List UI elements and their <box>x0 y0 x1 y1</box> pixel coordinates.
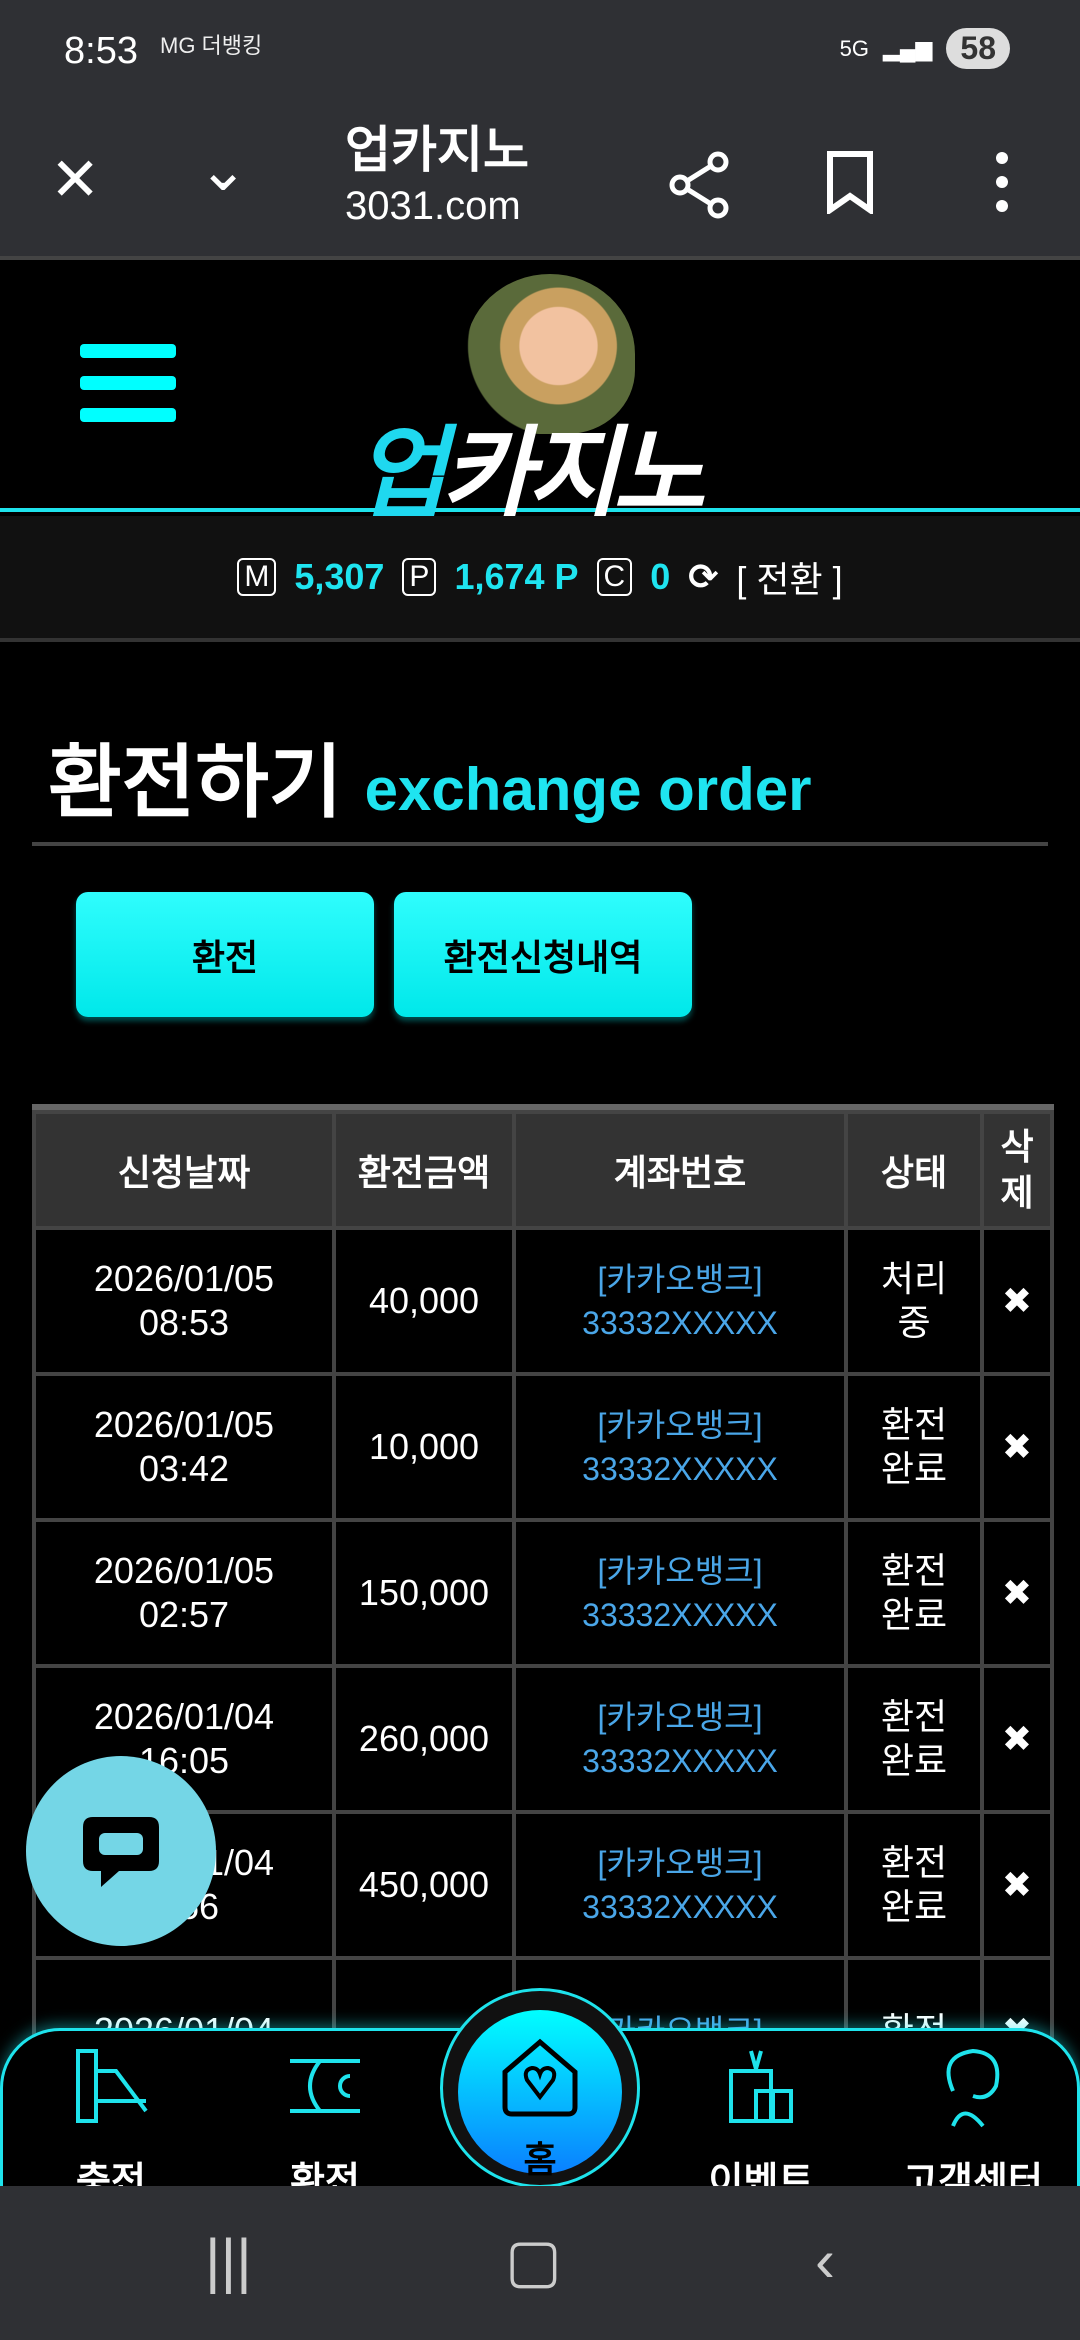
col-amount: 환전금액 <box>336 1114 512 1226</box>
nav-event[interactable]: 이벤트 <box>681 2041 841 2205</box>
chat-icon <box>83 1817 159 1887</box>
chevron-down-icon[interactable]: ⌄ <box>198 136 249 203</box>
page-title-tab: 업카지노 <box>345 122 529 178</box>
home-heart-icon <box>502 2038 578 2117</box>
col-status: 상태 <box>848 1114 980 1226</box>
site-logo[interactable]: 업카지노 <box>355 274 735 530</box>
cell-date: 2026/01/05 02:57 <box>36 1522 332 1664</box>
gift-icon <box>729 2050 793 2123</box>
deposit-icon <box>76 2049 148 2123</box>
casino-balance: 0 <box>650 556 671 597</box>
cell-amount: 450,000 <box>336 1814 512 1956</box>
cell-amount: 260,000 <box>336 1668 512 1810</box>
balance-bar: M 5,307 P 1,674 P C 0 ⟳ [ 전환 ] <box>0 516 1080 642</box>
network-indicator: 5G <box>839 35 869 61</box>
refresh-icon[interactable]: ⟳ <box>688 556 719 597</box>
exchange-table: 신청날짜 환전금액 계좌번호 상태 삭제 2026/01/05 08:53 40,… <box>32 1104 1054 2106</box>
home-system-icon[interactable]: ▢ <box>505 2227 562 2294</box>
nav-deposit[interactable]: 충전 <box>31 2041 191 2205</box>
url-text[interactable]: 3031.com <box>345 184 521 228</box>
delete-icon[interactable]: ✖ <box>984 1522 1050 1664</box>
col-account: 계좌번호 <box>516 1114 844 1226</box>
cell-status: 처리중 <box>848 1230 980 1372</box>
convert-link[interactable]: [ 전환 ] <box>736 559 843 600</box>
mascot-image <box>465 274 635 434</box>
recent-apps-icon[interactable]: ||| <box>205 2227 252 2294</box>
clock: 8:53 <box>64 30 138 72</box>
col-delete: 삭제 <box>984 1114 1050 1226</box>
exchange-button[interactable]: 환전 <box>76 892 374 1017</box>
bookmark-icon[interactable] <box>826 150 874 224</box>
page-heading: 환전하기 exchange order <box>48 738 812 827</box>
notification-apps: MG 더뱅킹 <box>160 33 263 58</box>
money-balance: 5,307 <box>294 556 385 597</box>
point-balance: 1,674 P <box>454 556 579 597</box>
table-row: 2026/01/05 03:42 10,000 [카카오뱅크] 33332XXXXX… <box>36 1376 1050 1518</box>
site-header: 업카지노 <box>0 264 1080 530</box>
cell-account[interactable]: [카카오뱅크] 33332XXXXX <box>516 1376 844 1518</box>
cell-account[interactable]: [카카오뱅크] 33332XXXXX <box>516 1522 844 1664</box>
delete-icon[interactable]: ✖ <box>984 1668 1050 1810</box>
withdraw-icon <box>290 2059 360 2113</box>
support-icon <box>946 2048 1000 2128</box>
col-date: 신청날짜 <box>36 1114 332 1226</box>
more-icon[interactable] <box>990 150 1014 224</box>
share-icon[interactable] <box>668 150 730 230</box>
close-icon[interactable]: ✕ <box>50 146 101 213</box>
cell-amount: 40,000 <box>336 1230 512 1372</box>
cell-amount: 10,000 <box>336 1376 512 1518</box>
cell-date: 2026/01/05 08:53 <box>36 1230 332 1372</box>
cell-account[interactable]: [카카오뱅크] 33332XXXXX <box>516 1230 844 1372</box>
table-row: 2026/01/05 02:57 150,000 [카카오뱅크] 33332XXXX… <box>36 1522 1050 1664</box>
cell-amount: 150,000 <box>336 1522 512 1664</box>
exchange-history-button[interactable]: 환전신청내역 <box>394 892 692 1017</box>
nav-withdraw[interactable]: 환전 <box>245 2041 405 2205</box>
delete-icon[interactable]: ✖ <box>984 1376 1050 1518</box>
browser-toolbar: ✕ ⌄ 업카지노 3031.com <box>0 100 1080 260</box>
cell-account[interactable]: [카카오뱅크] 33332XXXXX <box>516 1814 844 1956</box>
back-icon[interactable]: ‹ <box>815 2227 835 2294</box>
cell-status: 환전완료 <box>848 1668 980 1810</box>
divider <box>32 842 1048 846</box>
delete-icon[interactable]: ✖ <box>984 1814 1050 1956</box>
cell-status: 환전완료 <box>848 1814 980 1956</box>
money-icon: M <box>237 558 277 596</box>
delete-icon[interactable]: ✖ <box>984 1230 1050 1372</box>
nav-support[interactable]: 고객센터 <box>893 2041 1053 2205</box>
nav-home[interactable]: 홈 <box>458 2010 622 2180</box>
menu-icon[interactable] <box>80 344 176 440</box>
chat-button[interactable] <box>26 1756 216 1946</box>
table-row: 2026/01/05 08:53 40,000 [카카오뱅크] 33332XXXXX… <box>36 1230 1050 1372</box>
battery-indicator: 58 <box>946 28 1010 69</box>
cell-status: 환전완료 <box>848 1522 980 1664</box>
system-nav-bar: ||| ▢ ‹ <box>0 2186 1080 2340</box>
cell-status: 환전완료 <box>848 1376 980 1518</box>
signal-icon: ▂▄▆ <box>882 35 933 61</box>
casino-icon: C <box>596 558 633 596</box>
cell-account[interactable]: [카카오뱅크] 33332XXXXX <box>516 1668 844 1810</box>
status-bar: 8:53 MG 더뱅킹 5G ▂▄▆ 58 <box>0 0 1080 100</box>
point-icon: P <box>402 558 437 596</box>
table-row: 2026/01/04 16:05 260,000 [카카오뱅크] 33332XXXX… <box>36 1668 1050 1810</box>
cell-date: 2026/01/05 03:42 <box>36 1376 332 1518</box>
